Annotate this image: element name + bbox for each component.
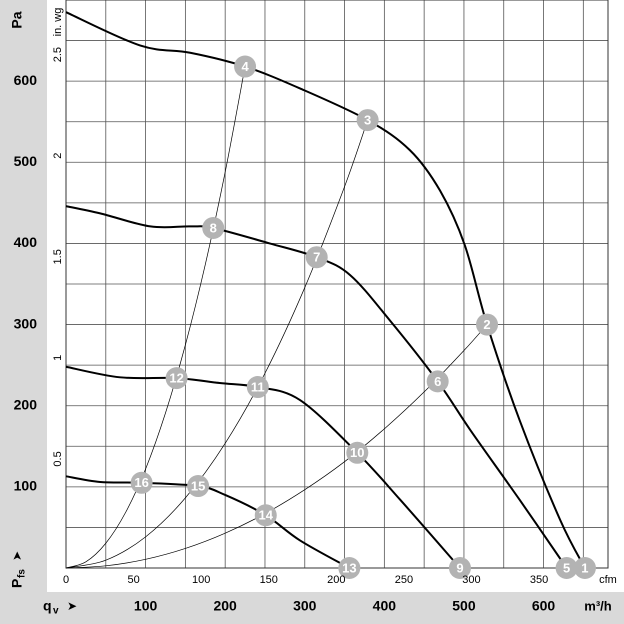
labels: Pa in. wg P fs ➤ q v ➤ m³/h cfm 10020030… bbox=[9, 8, 617, 617]
operating-point bbox=[346, 441, 369, 464]
operating-point bbox=[338, 557, 361, 579]
x2-tick-label: 50 bbox=[127, 574, 139, 586]
curve bbox=[65, 324, 488, 569]
curve bbox=[65, 11, 586, 569]
operating-point bbox=[426, 370, 449, 393]
x2-tick-label: 250 bbox=[395, 574, 413, 586]
point-label: 11 bbox=[251, 379, 265, 394]
operating-point bbox=[305, 246, 328, 269]
x-tick-label: 100 bbox=[134, 598, 158, 614]
y2-tick-label: 1.5 bbox=[52, 249, 64, 264]
point-label: 15 bbox=[191, 478, 205, 493]
x2-tick-label: 300 bbox=[462, 574, 480, 586]
bottom-panel bbox=[0, 592, 624, 624]
point-label: 10 bbox=[350, 445, 364, 460]
curve bbox=[65, 66, 246, 569]
point-label: 7 bbox=[313, 250, 320, 265]
operating-point bbox=[187, 475, 210, 498]
point-label: 8 bbox=[210, 220, 217, 235]
left-panel bbox=[0, 0, 47, 624]
y-unit: Pa bbox=[9, 11, 25, 28]
x-tick-label: 200 bbox=[213, 598, 237, 614]
operating-point bbox=[356, 109, 379, 132]
x2-tick-label: 200 bbox=[327, 574, 345, 586]
x-unit: m³/h bbox=[584, 598, 612, 613]
operating-point bbox=[130, 471, 153, 494]
operating-point bbox=[246, 376, 269, 399]
x-tick-label: 500 bbox=[452, 598, 476, 614]
y-tick-label: 400 bbox=[14, 234, 38, 250]
point-label: 6 bbox=[434, 374, 441, 389]
y-tick-label: 300 bbox=[14, 315, 38, 331]
x-arrow: ➤ bbox=[67, 599, 77, 613]
y-arrow: ➤ bbox=[10, 551, 24, 561]
y-symbol-sub: fs bbox=[17, 569, 28, 578]
point-label: 16 bbox=[134, 475, 148, 490]
x2-tick-label: 350 bbox=[530, 574, 548, 586]
point-label: 1 bbox=[581, 560, 588, 575]
x-tick-label: 400 bbox=[373, 598, 397, 614]
y2-tick-label: 2 bbox=[52, 153, 64, 159]
operating-point bbox=[165, 367, 188, 390]
y-tick-label: 500 bbox=[14, 153, 38, 169]
grid bbox=[65, 0, 609, 569]
y-symbol: P fs ➤ bbox=[9, 551, 28, 588]
operating-point bbox=[476, 313, 499, 336]
y-tick-label: 600 bbox=[14, 72, 38, 88]
x2-tick-label: 0 bbox=[63, 574, 69, 586]
y2-tick-label: 0.5 bbox=[52, 451, 64, 466]
x2-unit: cfm bbox=[599, 574, 617, 586]
y-symbol-main: P bbox=[9, 579, 25, 588]
x-tick-label: 300 bbox=[293, 598, 317, 614]
point-label: 9 bbox=[456, 560, 463, 575]
y-tick-label: 100 bbox=[14, 478, 38, 494]
y2-tick-label: 2.5 bbox=[52, 47, 64, 62]
curve bbox=[65, 119, 368, 569]
operating-point bbox=[202, 217, 225, 240]
point-label: 4 bbox=[241, 59, 249, 74]
x2-tick-label: 100 bbox=[192, 574, 210, 586]
operating-point bbox=[254, 504, 277, 527]
x-symbol-sub: v bbox=[53, 606, 59, 617]
operating-point bbox=[573, 557, 596, 579]
y2-tick-label: 1 bbox=[52, 355, 64, 361]
point-label: 14 bbox=[259, 508, 274, 523]
operating-point bbox=[448, 557, 471, 579]
y-tick-label: 200 bbox=[14, 396, 38, 412]
x-symbol-main: q bbox=[43, 598, 52, 614]
point-label: 5 bbox=[563, 560, 570, 575]
point-label: 12 bbox=[169, 371, 183, 386]
x-tick-label: 600 bbox=[532, 598, 556, 614]
curve bbox=[65, 475, 350, 569]
plot-frame bbox=[65, 0, 609, 569]
point-label: 2 bbox=[483, 317, 490, 332]
operating-point bbox=[234, 55, 257, 78]
y2-unit: in. wg bbox=[52, 8, 64, 37]
point-label: 3 bbox=[364, 113, 371, 128]
operating-point bbox=[555, 557, 578, 579]
x-symbol: q v ➤ bbox=[43, 598, 77, 617]
x2-tick-label: 150 bbox=[260, 574, 278, 586]
point-label: 13 bbox=[342, 560, 356, 575]
